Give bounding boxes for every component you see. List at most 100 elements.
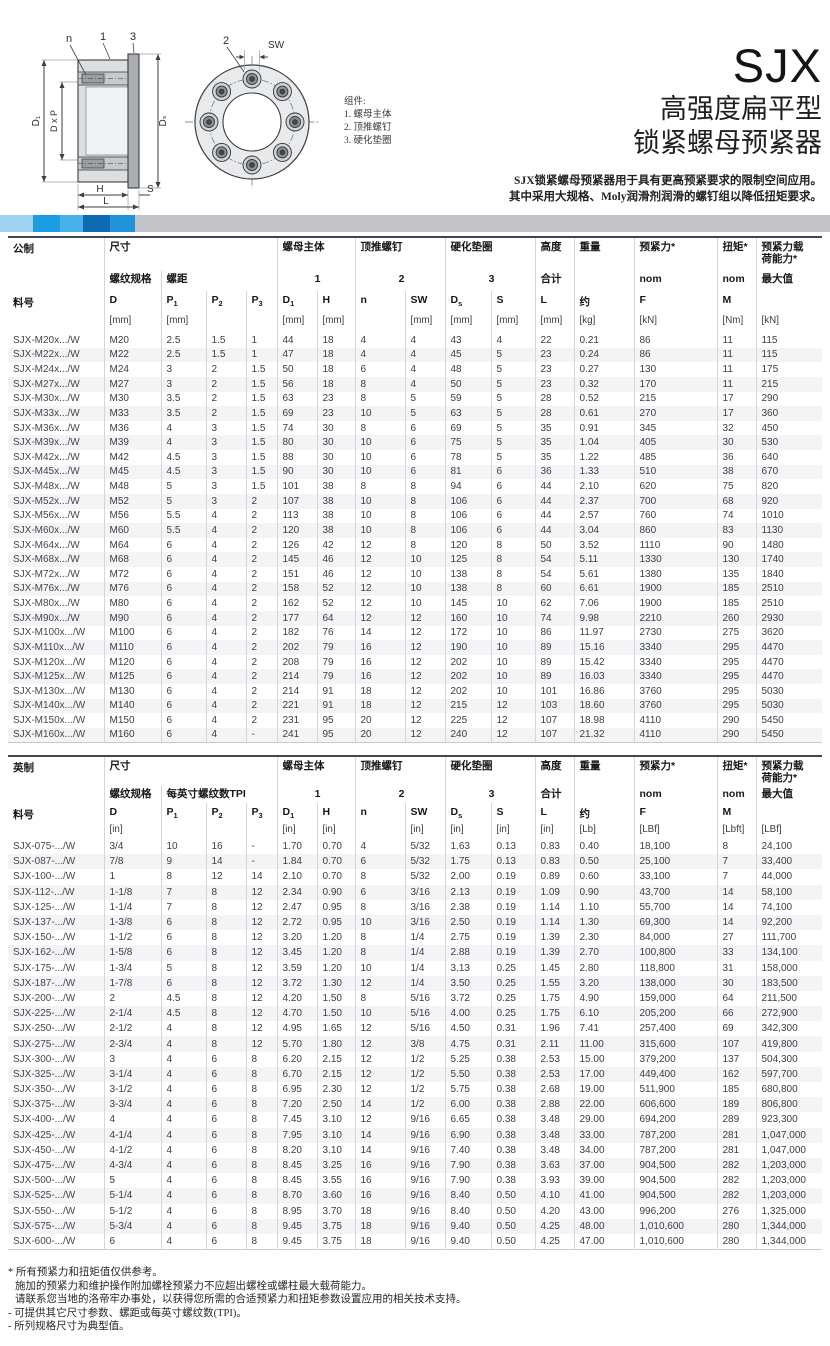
value-cell: 4: [205, 640, 246, 655]
value-cell: 0.13: [490, 839, 535, 855]
table-row: SJX-087-.../W 7/8 9 14-1.84 0.70 6 5/32 1.75 0.1…: [8, 854, 822, 870]
part-number-cell: SJX-M42x.../W: [13, 451, 80, 463]
value-cell: 38: [316, 508, 355, 524]
value-cell: 86: [633, 333, 717, 348]
value-cell: M72: [103, 567, 161, 582]
table-row: SJX-M56x.../W M56 5.5 4 2 113 38 10 8 106 6 44 2.57 7…: [8, 508, 822, 524]
value-cell: 12: [490, 698, 535, 714]
value-cell: 14: [716, 884, 756, 900]
value-cell: 1-3/8: [103, 914, 161, 931]
stripe-segment: [83, 215, 110, 232]
value-cell: 221: [276, 698, 317, 714]
value-cell: 2: [245, 684, 277, 699]
subgroup-header: 1: [276, 271, 355, 291]
value-cell: 1.30: [573, 914, 634, 931]
value-cell: 5.75: [444, 1082, 491, 1098]
subgroup-header: [573, 786, 634, 803]
value-cell: 1.20: [316, 930, 355, 946]
table-row: SJX-075-.../W 3/4 10 16-1.70 0.70 4 5/32 1.63 0.…: [8, 839, 822, 855]
value-cell: 6: [354, 884, 405, 900]
part-number-cell: SJX-M130x.../W: [13, 685, 86, 697]
subgroup-header: 螺纹规格: [103, 271, 161, 291]
value-cell: 3.45: [276, 945, 317, 961]
value-cell: 12: [354, 1021, 405, 1037]
value-cell: 8.45: [276, 1157, 317, 1174]
value-cell: 8: [354, 391, 405, 407]
footnote-line: - 所列规格尺寸为典型值。: [8, 1321, 130, 1332]
value-cell: 76: [316, 625, 355, 641]
value-cell: 8: [245, 1173, 277, 1189]
value-cell: 379,200: [633, 1051, 717, 1067]
value-cell: 6: [205, 1157, 246, 1174]
value-cell: 12: [245, 1006, 277, 1022]
value-cell: 2.88: [444, 945, 491, 961]
value-cell: 4: [205, 698, 246, 714]
value-cell: 2.75: [444, 930, 491, 946]
table-row: SJX-325-.../W 3-1/4 4 6 8 6.70 2.15 12 1/2 5.50 0.…: [8, 1066, 822, 1082]
symbol-label: M: [722, 294, 732, 306]
value-cell: 2: [245, 698, 277, 714]
value-cell: M36: [103, 420, 161, 436]
value-cell: 3-3/4: [103, 1097, 161, 1113]
value-cell: 35: [534, 420, 574, 436]
value-cell: 33,100: [633, 869, 717, 885]
value-cell: 0.95: [316, 899, 355, 915]
unit-header: [in]: [490, 823, 535, 839]
value-cell: 4-3/4: [103, 1157, 161, 1174]
part-number-cell: SJX-M100x.../W: [13, 627, 86, 639]
value-cell: 5-3/4: [103, 1218, 161, 1234]
value-cell: 0.19: [490, 899, 535, 915]
value-cell: 28: [534, 406, 574, 421]
value-cell: 3.5: [160, 391, 206, 407]
value-cell: 185: [716, 1082, 756, 1098]
symbol-header: P2: [205, 291, 246, 314]
value-cell: 2.53: [534, 1051, 574, 1067]
value-cell: 4470: [755, 640, 822, 655]
value-cell: 9/16: [404, 1218, 445, 1234]
value-cell: 1.5: [245, 362, 277, 377]
table-row: SJX-M130x.../W M130 6 4 2 214 91 18 12 202 10 101 16…: [8, 684, 822, 699]
symbol-header: P3: [245, 803, 277, 823]
unit-header: [mm]: [490, 314, 535, 333]
value-cell: 280: [716, 1233, 756, 1250]
value-cell: 6: [160, 930, 206, 946]
value-cell: M22: [103, 347, 161, 363]
value-cell: 0.25: [490, 975, 535, 991]
value-cell: 79: [316, 640, 355, 655]
symbol-header: H: [316, 803, 355, 823]
value-cell: 6.10: [573, 1006, 634, 1022]
group-header: 预紧力*: [633, 756, 717, 786]
value-cell: 787,200: [633, 1127, 717, 1143]
value-cell: 3.59: [276, 960, 317, 976]
value-cell: 16: [354, 1188, 405, 1204]
value-cell: 8: [205, 1036, 246, 1052]
value-cell: 56: [276, 376, 317, 392]
value-cell: 214: [276, 669, 317, 684]
value-cell: 23: [316, 391, 355, 407]
value-cell: 86: [534, 625, 574, 641]
value-cell: 3: [103, 1051, 161, 1067]
value-cell: 95: [316, 727, 355, 743]
symbol-header: [755, 291, 822, 314]
table-row: SJX-600-.../W 6 4 6 8 9.45 3.75 18 9/16 9.40 0.50 4…: [8, 1233, 822, 1250]
value-cell: 1.55: [534, 975, 574, 991]
part-number-cell: SJX-M20x.../W: [13, 334, 80, 346]
metric-table: 公制 料号 尺寸 螺母主体 顶推螺钉 硬化垫圈 高度 重量 预紧力* 扭矩* 预紧力载 荷能力* 螺纹…: [8, 236, 822, 743]
value-cell: 282: [716, 1173, 756, 1189]
value-cell: 106: [444, 523, 491, 538]
value-cell: 6: [205, 1097, 246, 1113]
legend-title: 组件:: [344, 97, 366, 107]
value-cell: M42: [103, 450, 161, 465]
value-cell: 5/16: [404, 1021, 445, 1037]
value-cell: 63: [276, 391, 317, 407]
symbol-label: P: [251, 294, 259, 306]
value-cell: 22: [534, 333, 574, 348]
value-cell: 9: [160, 854, 206, 870]
value-cell: 8: [245, 1142, 277, 1158]
table-row: SJX-M80x.../W M80 6 4 2 162 52 12 10 145 10 62 7.06 1…: [8, 596, 822, 611]
value-cell: 4.5: [160, 450, 206, 465]
part-number-cell: SJX-150-.../W: [13, 932, 76, 944]
value-cell: 18: [316, 347, 355, 363]
value-cell: 16: [205, 839, 246, 855]
value-cell: 125: [444, 552, 491, 567]
